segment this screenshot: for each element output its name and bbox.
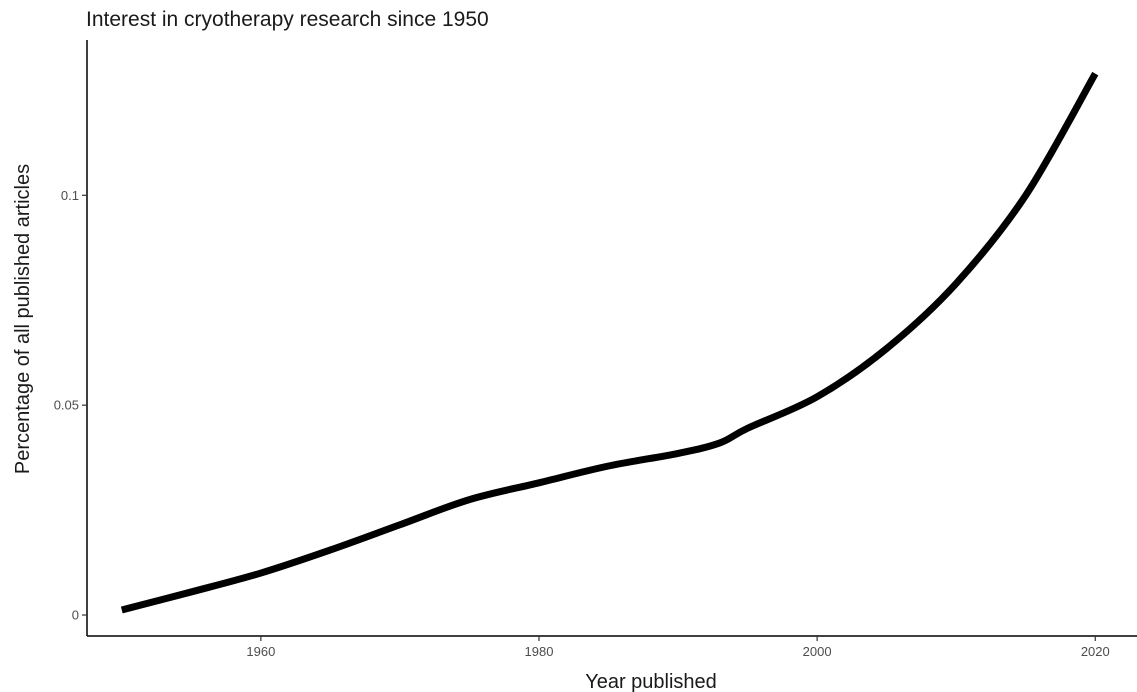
- series-line: [120, 71, 1099, 614]
- y-tick-label: 0.1: [61, 188, 79, 203]
- x-tick-label: 1960: [246, 644, 275, 659]
- y-tick-label: 0.05: [54, 398, 79, 413]
- x-tick-label: 2020: [1081, 644, 1110, 659]
- axes: [86, 40, 1137, 637]
- chart-title: Interest in cryotherapy research since 1…: [86, 8, 489, 31]
- tick-labels: 0 0.05 0.1 1960 1980 2000 2020: [54, 188, 1110, 659]
- y-tick-label: 0: [72, 608, 79, 623]
- x-tick-label: 1980: [525, 644, 554, 659]
- series-layer: [120, 71, 1099, 614]
- y-axis-title: Percentage of all published articles: [12, 164, 34, 474]
- x-tick-label: 2000: [803, 644, 832, 659]
- x-axis-title: Year published: [585, 671, 717, 692]
